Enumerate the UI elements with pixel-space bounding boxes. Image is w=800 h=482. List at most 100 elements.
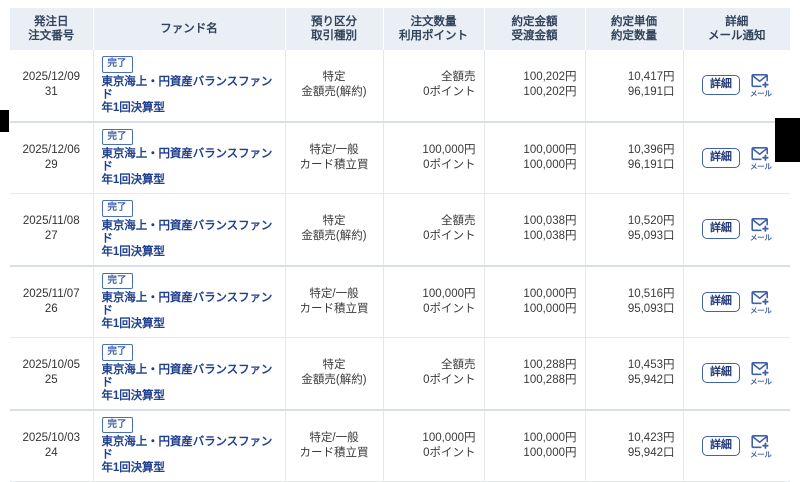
cell-order-quantity: 100,000円 0ポイント	[383, 265, 485, 338]
used-points-value: 0ポイント	[423, 158, 476, 171]
col-header-line1: 約定金額	[511, 16, 558, 28]
col-header-line1: 発注日	[34, 16, 69, 28]
cell-order-quantity: 100,000円 0ポイント	[383, 121, 485, 194]
fund-name-line2: 年1回決算型	[101, 462, 165, 474]
fund-name-line1: 東京海上・円資産バランスファンド	[101, 292, 273, 317]
col-header-line1: ファンド名	[160, 23, 218, 35]
status-badge: 完了	[101, 56, 133, 73]
col-header-order-date: 発注日 注文番号	[10, 8, 94, 50]
mail-notification-button[interactable]: メール	[750, 434, 772, 459]
col-header-line2: 利用ポイント	[399, 30, 468, 42]
table-row: 2025/11/07 26 完了 東京海上・円資産バランスファンド 年1回決算型 特定/一…	[10, 265, 790, 338]
cell-order-date: 2025/10/05 25	[10, 337, 94, 411]
col-header-line2: 注文番号	[28, 30, 75, 42]
fund-name-link[interactable]: 東京海上・円資産バランスファンド 年1回決算型	[102, 364, 277, 403]
table-row: 2025/12/06 29 完了 東京海上・円資産バランスファンド 年1回決算型 特定/一…	[10, 121, 790, 194]
detail-button[interactable]: 詳細	[701, 75, 740, 96]
mail-button-label: メール	[749, 89, 772, 98]
mail-notification-button[interactable]: メール	[750, 361, 772, 386]
fund-name-line2: 年1回決算型	[101, 389, 165, 402]
detail-button[interactable]: 詳細	[701, 219, 740, 240]
mail-button-label: メール	[749, 161, 772, 171]
col-header-line2: 受渡金額	[511, 30, 558, 42]
order-quantity-value: 100,000円	[422, 143, 476, 156]
detail-button[interactable]: 詳細	[701, 291, 740, 312]
cell-order-date: 2025/12/06 29	[10, 121, 94, 194]
contract-amount-value: 100,000円	[523, 287, 577, 300]
cell-contract-price: 10,516円 95,093口	[585, 265, 684, 338]
mail-button-label: メール	[749, 233, 772, 242]
mail-notification-button[interactable]: メール	[750, 146, 772, 171]
detail-button[interactable]: 詳細	[701, 147, 740, 168]
status-badge: 完了	[101, 200, 133, 217]
fund-name-link[interactable]: 東京海上・円資産バランスファンド 年1回決算型	[102, 148, 277, 187]
order-quantity-value: 全額売	[441, 215, 476, 228]
cell-contract-price: 10,423円 95,942口	[585, 409, 684, 482]
fund-name-link[interactable]: 東京海上・円資産バランスファンド 年1回決算型	[102, 292, 277, 331]
col-header-line1: 預り区分	[311, 16, 357, 28]
cell-order-date: 2025/11/07 26	[10, 265, 94, 338]
cell-detail-mail: 詳細 メール	[683, 265, 790, 338]
order-number-value: 26	[44, 302, 58, 315]
fund-name-link[interactable]: 東京海上・円資産バランスファンド 年1回決算型	[102, 220, 277, 259]
table-header: 発注日 注文番号 ファンド名 預り区分 取引種別 注文数量 利用ポイント 約定金…	[10, 8, 790, 50]
fund-name-line2: 年1回決算型	[101, 174, 165, 186]
cell-account-type: 特定金額売(解約)	[285, 50, 384, 123]
contract-quantity-value: 96,191口	[627, 158, 675, 171]
status-badge: 完了	[101, 416, 133, 433]
order-quantity-value: 100,000円	[422, 431, 476, 444]
status-badge: 完了	[101, 128, 133, 145]
used-points-value: 0ポイント	[423, 230, 476, 243]
mail-plus-icon	[751, 361, 770, 377]
used-points-value: 0ポイント	[423, 446, 476, 459]
settlement-amount-value: 100,000円	[523, 158, 577, 171]
mail-notification-button[interactable]: メール	[750, 73, 772, 98]
used-points-value: 0ポイント	[423, 374, 476, 387]
fund-name-line1: 東京海上・円資産バランスファンド	[101, 148, 273, 173]
detail-button[interactable]: 詳細	[701, 435, 740, 456]
screenshot-edge-artifact-right	[775, 118, 800, 162]
col-header-line2: 取引種別	[311, 30, 357, 42]
contract-amount-value: 100,288円	[523, 359, 577, 372]
fund-name-line1: 東京海上・円資産バランスファンド	[101, 436, 273, 461]
action-group: 詳細 メール	[701, 290, 772, 315]
col-header-contract-price: 約定単価 約定数量	[585, 8, 684, 50]
mail-notification-button[interactable]: メール	[750, 217, 772, 242]
detail-button[interactable]: 詳細	[701, 363, 740, 384]
table-row: 2025/10/05 25 完了 東京海上・円資産バランスファンド 年1回決算型 特定 金額…	[10, 337, 790, 411]
col-header-line2: 約定数量	[611, 30, 657, 42]
contract-quantity-value: 95,093口	[627, 302, 675, 315]
col-header-contract-amount: 約定金額 受渡金額	[484, 8, 586, 50]
trade-type-value: 金額売(解約)	[301, 86, 367, 99]
table-row: 2025/10/03 24 完了 東京海上・円資産バランスファンド 年1回決算型 特定/一…	[10, 409, 790, 482]
mail-notification-button[interactable]: メール	[750, 290, 772, 315]
order-date-value: 2025/10/03	[22, 431, 81, 444]
contract-quantity-value: 95,942口	[627, 446, 675, 459]
cell-account-type: 特定 金額売(解約)	[285, 193, 384, 267]
trade-type-value: 金額売(解約)	[301, 230, 367, 243]
contract-price-value: 10,453円	[627, 359, 675, 372]
cell-order-quantity: 全額売 0ポイント	[383, 50, 485, 123]
cell-detail-mail: 詳細 メール	[683, 409, 790, 482]
account-type-value: 特定	[322, 71, 346, 84]
fund-name-line2: 年1回決算型	[101, 101, 165, 114]
cell-fund-name: 完了 東京海上・円資産バランスファンド 年1回決算型	[93, 265, 286, 338]
cell-order-quantity: 100,000円 0ポイント	[383, 409, 485, 482]
order-date-value: 2025/11/07	[22, 287, 80, 300]
fund-name-link[interactable]: 東京海上・円資産バランスファンド 年1回決算型	[102, 76, 277, 115]
cell-contract-price: 10,520円 95,093口	[585, 193, 684, 267]
contract-price-value: 10,423円	[627, 431, 675, 444]
trade-type-value: 金額売(解約)	[301, 374, 367, 387]
cell-order-quantity: 全額売 0ポイント	[383, 337, 485, 411]
cell-contract-amount: 100,288円 100,288円	[484, 337, 586, 411]
trade-type-value: カード積立買	[299, 302, 369, 315]
order-date-value: 2025/11/08	[22, 215, 80, 228]
cell-contract-price: 10,453円 95,942口	[585, 337, 684, 411]
fund-name-link[interactable]: 東京海上・円資産バランスファンド 年1回決算型	[102, 436, 277, 475]
action-group: 詳細 メール	[701, 146, 772, 171]
action-group: 詳細 メール	[701, 73, 772, 98]
trade-type-value: カード積立買	[299, 158, 369, 171]
cell-order-date: 2025/11/08 27	[10, 193, 94, 267]
table-body: 2025/12/09 31 完了 東京海上・円資産バランスファンド 年1回決算型 特定 金額…	[10, 50, 790, 482]
settlement-amount-value: 100,000円	[523, 446, 577, 459]
